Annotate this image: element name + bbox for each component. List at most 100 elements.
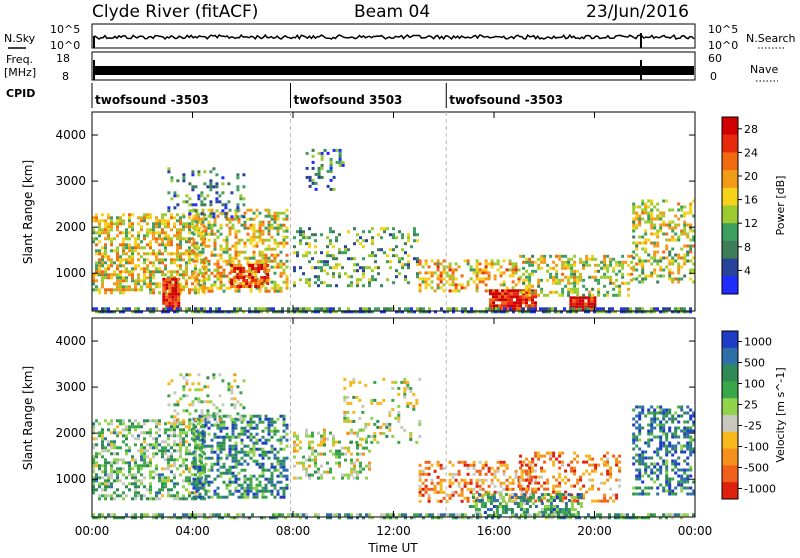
velocity-cell: [558, 455, 561, 458]
velocity-cell: [373, 435, 376, 438]
velocity-cell: [232, 460, 235, 463]
velocity-cell: [476, 482, 479, 485]
velocity-cell: [214, 433, 217, 436]
power-cell: [413, 230, 416, 233]
power-cell: [689, 251, 692, 254]
velocity-cell: [349, 381, 352, 384]
power-cell: [131, 258, 134, 261]
power-cell: [104, 228, 107, 231]
velocity-cell: [493, 499, 496, 502]
power-cell: [185, 249, 188, 252]
power-cell: [140, 246, 143, 249]
velocity-cell: [680, 481, 683, 484]
velocity-cell: [418, 378, 421, 381]
power-cell: [281, 307, 284, 310]
power-cell: [413, 227, 416, 230]
power-cell: [161, 213, 164, 216]
velocity-cell: [274, 466, 277, 469]
power-cell: [170, 243, 173, 246]
power-cell: [573, 270, 576, 273]
velocity-cell: [250, 424, 253, 427]
power-cell: [686, 245, 689, 248]
power-cell: [236, 276, 239, 279]
velocity-cell: [137, 491, 140, 494]
power-cell: [656, 281, 659, 284]
power-cell: [318, 152, 321, 155]
noise-panel: N.Sky 10^5 10^0 10^5 10^0 N.Search: [4, 23, 796, 52]
velocity-cell: [149, 464, 152, 467]
velocity-cell: [641, 406, 644, 409]
power-cell: [104, 288, 107, 291]
velocity-cell: [582, 461, 585, 464]
power-cell: [116, 267, 119, 270]
colorbar-segment: [722, 152, 738, 170]
power-cell: [268, 248, 271, 251]
velocity-cell: [235, 463, 238, 466]
velocity-cell: [296, 444, 299, 447]
velocity-cell: [580, 496, 583, 499]
velocity-cell: [98, 464, 101, 467]
power-cell: [214, 245, 217, 248]
velocity-cell: [479, 470, 482, 473]
velocity-cell: [164, 458, 167, 461]
power-cell: [368, 266, 371, 269]
power-cell: [638, 221, 641, 224]
power-cell: [176, 203, 179, 206]
power-cell: [113, 270, 116, 273]
power-cell: [209, 185, 212, 188]
velocity-cell: [311, 447, 314, 450]
power-cell: [149, 270, 152, 273]
velocity-cell: [101, 443, 104, 446]
power-cell: [543, 255, 546, 258]
power-cell: [274, 254, 277, 257]
velocity-cell: [353, 477, 356, 480]
power-cell: [197, 194, 200, 197]
power-cell: [392, 233, 395, 236]
power-cell: [549, 267, 552, 270]
power-cell: [683, 230, 686, 233]
power-cell: [509, 262, 512, 265]
power-cell: [162, 278, 165, 281]
power-cell: [537, 264, 540, 267]
power-cell: [274, 215, 277, 218]
power-cell: [416, 307, 419, 310]
freq-right-tick-top: 60: [708, 52, 722, 65]
velocity-cell: [686, 442, 689, 445]
power-cell: [196, 227, 199, 230]
power-cell: [356, 278, 359, 281]
power-cell: [392, 281, 395, 284]
velocity-cell: [641, 490, 644, 493]
velocity-cell: [517, 496, 520, 499]
velocity-cell: [196, 466, 199, 469]
power-cell: [419, 259, 422, 262]
power-cell: [194, 288, 197, 291]
power-cell: [470, 277, 473, 280]
power-cell: [332, 275, 335, 278]
velocity-cell: [638, 412, 641, 415]
velocity-cell: [335, 462, 338, 465]
velocity-cell: [540, 470, 543, 473]
velocity-cell: [128, 461, 131, 464]
velocity-cell: [137, 434, 140, 437]
power-cell: [498, 298, 501, 301]
velocity-cell: [128, 446, 131, 449]
power-cell: [226, 245, 229, 248]
power-cell: [238, 242, 241, 245]
velocity-cell: [98, 476, 101, 479]
velocity-cell: [452, 476, 455, 479]
power-cell: [253, 218, 256, 221]
velocity-cell: [277, 463, 280, 466]
power-cell: [593, 302, 596, 305]
velocity-cell: [149, 428, 152, 431]
power-cell: [618, 270, 621, 273]
power-cell: [371, 236, 374, 239]
power-cell: [302, 236, 305, 239]
power-cell: [257, 270, 260, 273]
velocity-cell: [167, 428, 170, 431]
velocity-cell: [217, 469, 220, 472]
power-cell: [101, 219, 104, 222]
power-cell: [220, 275, 223, 278]
power-cell: [473, 271, 476, 274]
power-cell: [257, 307, 260, 310]
power-cell: [668, 254, 671, 257]
